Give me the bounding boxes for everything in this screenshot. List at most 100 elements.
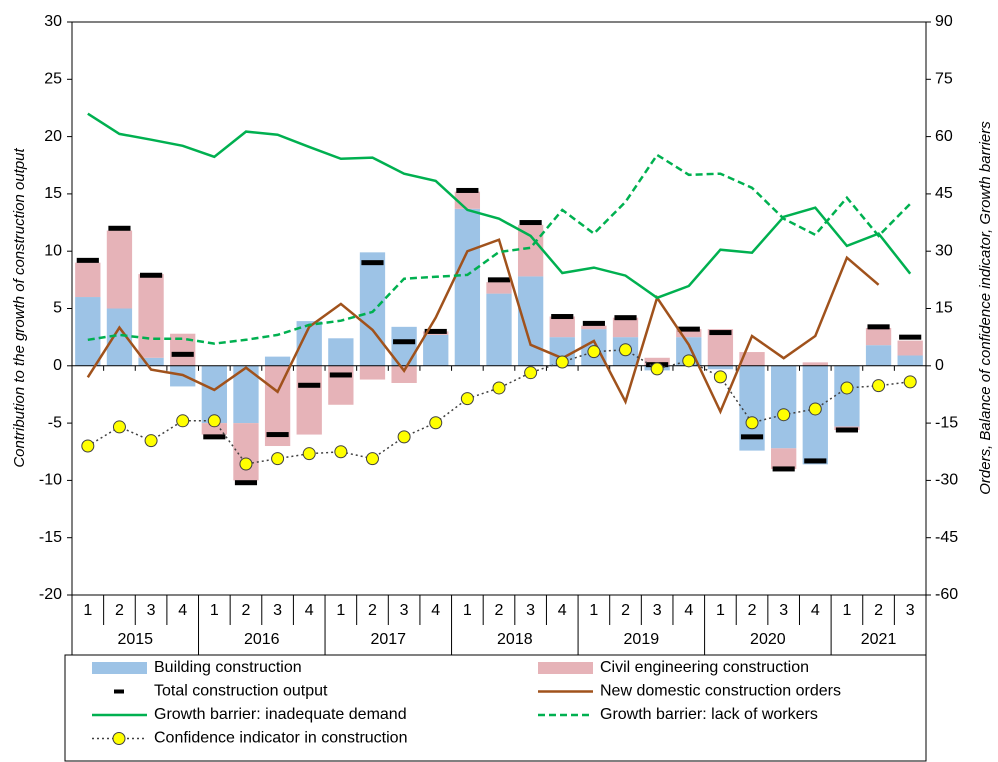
bar [423,334,449,366]
bar [328,365,354,405]
y-tick-label: 10 [44,242,62,259]
bar [676,329,702,338]
point [144,434,158,448]
point [872,379,886,393]
y-tick-label: 20 [44,128,62,145]
bar [264,356,291,366]
bar [644,357,670,366]
bar [897,355,923,366]
total-marker [772,466,795,472]
x-tick-label: 4 [811,602,820,619]
y-tick-label: 15 [44,185,62,202]
point [619,343,633,357]
x-tick-label: 1 [336,602,345,619]
bar [707,329,734,366]
y2-tick-label: 45 [935,185,953,202]
bar [549,316,575,338]
point [492,381,506,395]
bar [75,262,101,298]
bar [170,333,196,366]
bar [517,276,544,366]
y2-tick-label: -30 [935,472,958,489]
bar [802,362,828,366]
legend-label: Growth barrier: lack of workers [600,706,818,723]
point [713,370,727,384]
bar [454,208,481,366]
x-group-label: 2019 [624,631,660,648]
bar [865,327,892,346]
x-tick-label: 4 [431,602,440,619]
y2-tick-label: 75 [935,71,953,88]
y-tick-label: -15 [39,529,62,546]
y-tick-label: -10 [39,472,62,489]
point [650,362,664,376]
x-group-label: 2016 [244,631,280,648]
x-tick-label: 1 [589,602,598,619]
point [302,447,316,461]
bar [612,317,639,338]
x-tick-label: 2 [621,602,630,619]
total-marker [140,272,163,278]
point [777,408,791,422]
legend-swatch [112,732,126,745]
point [682,354,696,368]
x-tick-label: 3 [653,602,662,619]
bar [707,365,734,370]
point [808,402,822,416]
bar [739,352,765,366]
x-group-label: 2015 [117,631,153,648]
line [87,153,912,345]
bar [834,365,860,427]
total-marker [677,326,700,332]
total-marker [740,434,764,440]
x-tick-label: 4 [178,602,187,619]
bar [865,345,892,366]
bar [106,230,133,309]
total-marker [709,330,732,336]
x-tick-label: 2 [368,602,377,619]
point [239,457,253,471]
y2-tick-label: -15 [935,414,958,431]
y-axis-title: Contribution to the growth of constructi… [11,147,28,467]
point [334,445,348,459]
total-marker [551,314,574,320]
x-tick-label: 3 [779,602,788,619]
point [840,381,854,395]
bar [233,423,259,481]
point [271,452,285,466]
y2-axis-title: Orders, Balance of confidence indicator,… [977,121,994,495]
point [207,414,221,428]
point [587,345,601,359]
total-marker [393,339,416,345]
x-tick-label: 3 [273,602,282,619]
bar [75,297,101,366]
legend-label: Growth barrier: inadequate demand [154,706,407,723]
x-tick-label: 4 [684,602,693,619]
x-tick-label: 1 [842,602,851,619]
bar [138,357,164,366]
x-tick-label: 3 [147,602,156,619]
bar [486,282,512,294]
point [903,375,917,389]
total-marker [266,432,289,438]
legend-swatch [114,689,124,694]
x-group-label: 2017 [370,631,406,648]
x-tick-label: 2 [115,602,124,619]
point [460,392,474,406]
x-tick-label: 2 [748,602,757,619]
x-tick-label: 4 [558,602,567,619]
legend-label: New domestic construction orders [600,683,841,700]
total-marker [487,277,511,283]
x-tick-label: 3 [526,602,535,619]
total-marker [234,480,258,486]
total-marker [804,458,827,464]
x-group-label: 2021 [861,631,897,648]
line [86,238,880,415]
total-marker [361,260,384,266]
legend-label: Building construction [154,659,302,676]
point [112,420,126,434]
point [524,366,538,380]
legend-box [64,654,927,762]
legend-swatch [92,662,147,674]
